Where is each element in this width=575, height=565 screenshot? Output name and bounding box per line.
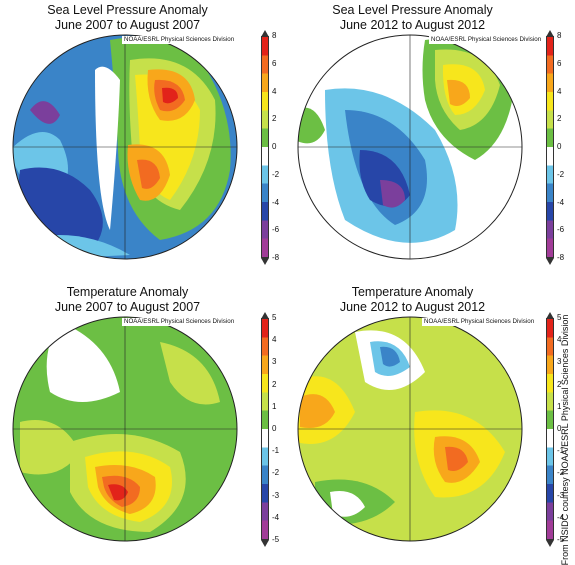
colorbar-tick-label: 8 <box>557 31 562 40</box>
colorbar-arrow-bottom <box>261 540 269 547</box>
colorbar-tick-label: 1 <box>557 401 562 411</box>
colorbar-tick-label: 0 <box>557 424 562 433</box>
colorbar-tick-label: -5 <box>557 535 565 544</box>
colorbar-tick-label: 2 <box>272 114 277 124</box>
polar-map <box>12 316 238 542</box>
colorbar-arrow-bottom <box>546 258 554 265</box>
colorbar <box>261 36 269 258</box>
colorbar-tick-label: -2 <box>557 468 565 478</box>
panel-period: June 2012 to August 2012 <box>339 300 486 314</box>
panel-title: Sea Level Pressure Anomaly <box>47 3 208 17</box>
map-credit: NOAA/ESRL Physical Sciences Division <box>122 318 237 326</box>
colorbar-tick-label: 0 <box>272 424 277 433</box>
colorbar-tick-label: -2 <box>272 169 280 179</box>
polar-map <box>297 316 523 542</box>
colorbar-arrow-bottom <box>261 258 269 265</box>
colorbar-tick-label: 5 <box>557 313 562 322</box>
panel-temp-2012: Temperature Anomaly June 2012 to August … <box>285 282 567 564</box>
panel-period: June 2007 to August 2007 <box>54 300 201 314</box>
colorbar-tick-label: 5 <box>272 313 277 322</box>
colorbar-tick-label: 4 <box>557 335 562 345</box>
panel-period: June 2012 to August 2012 <box>339 18 486 32</box>
colorbar-tick-label: -3 <box>557 490 565 500</box>
colorbar-tick-label: 0 <box>272 142 277 151</box>
colorbar-arrow-top <box>261 30 269 37</box>
colorbar-tick-label: -8 <box>557 253 565 262</box>
colorbar-arrow-top <box>261 312 269 319</box>
colorbar-tick-label: -4 <box>272 512 280 522</box>
colorbar-tick-label: 1 <box>272 401 277 411</box>
colorbar-tick-label: 3 <box>272 357 277 367</box>
panel-title: Sea Level Pressure Anomaly <box>332 3 493 17</box>
panel-slp-2007: Sea Level Pressure Anomaly June 2007 to … <box>0 0 282 282</box>
colorbar <box>546 36 554 258</box>
colorbar-tick-label: -4 <box>557 512 565 522</box>
colorbar-tick-label: -1 <box>272 446 280 456</box>
polar-map <box>12 34 238 260</box>
colorbar-tick-label: 0 <box>557 142 562 151</box>
colorbar-tick-label: -8 <box>272 253 280 262</box>
colorbar-tick-label: 4 <box>272 86 277 96</box>
map-credit: NOAA/ESRL Physical Sciences Division <box>429 36 544 44</box>
panel-period: June 2007 to August 2007 <box>54 18 201 32</box>
colorbar-tick-label: 6 <box>557 58 562 68</box>
colorbar-tick-label: -3 <box>272 490 280 500</box>
map-credit: NOAA/ESRL Physical Sciences Division <box>422 318 537 326</box>
colorbar-arrow-top <box>546 312 554 319</box>
colorbar-tick-label: -1 <box>557 446 565 456</box>
colorbar-tick-label: 2 <box>557 379 562 389</box>
polar-map <box>297 34 523 260</box>
colorbar-tick-label: -4 <box>557 197 565 207</box>
panel-slp-2012: Sea Level Pressure Anomaly June 2012 to … <box>285 0 567 282</box>
colorbar-tick-label: 6 <box>272 58 277 68</box>
source-credit: From NSIDC courtesy NOAA/ESRL Physical S… <box>560 314 570 565</box>
colorbar-tick-label: -2 <box>272 468 280 478</box>
colorbar-tick-label: -6 <box>557 225 565 235</box>
panel-title: Temperature Anomaly <box>66 285 189 299</box>
colorbar-arrow-bottom <box>546 540 554 547</box>
panel-temp-2007: Temperature Anomaly June 2007 to August … <box>0 282 282 564</box>
colorbar <box>261 318 269 540</box>
colorbar-arrow-top <box>546 30 554 37</box>
colorbar-tick-label: -2 <box>557 169 565 179</box>
map-credit: NOAA/ESRL Physical Sciences Division <box>122 36 237 44</box>
colorbar-tick-label: 8 <box>272 31 277 40</box>
colorbar-tick-label: 2 <box>557 114 562 124</box>
colorbar-tick-label: -4 <box>272 197 280 207</box>
colorbar-tick-label: 4 <box>557 86 562 96</box>
colorbar-tick-label: 3 <box>557 357 562 367</box>
colorbar-tick-label: -6 <box>272 225 280 235</box>
colorbar-tick-label: 2 <box>272 379 277 389</box>
colorbar <box>546 318 554 540</box>
colorbar-tick-label: -5 <box>272 535 280 544</box>
panel-title: Temperature Anomaly <box>351 285 474 299</box>
colorbar-tick-label: 4 <box>272 335 277 345</box>
